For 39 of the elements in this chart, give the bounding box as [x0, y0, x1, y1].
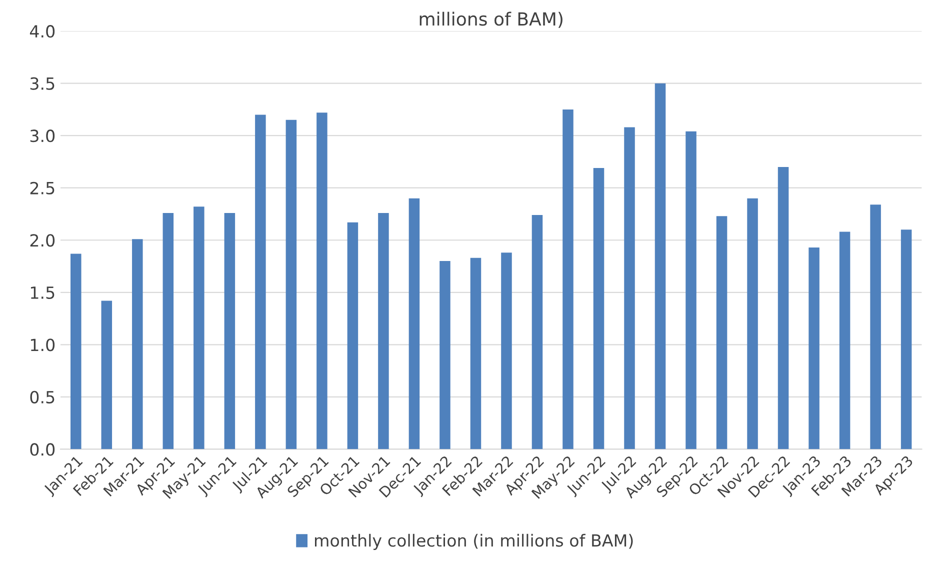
y-tick-label: 1.0: [30, 338, 55, 352]
bar: [562, 109, 574, 450]
bar: [532, 215, 543, 450]
chart-title: millions of BAM): [420, 12, 562, 28]
y-tick-label: 4.0: [30, 25, 55, 38]
bar: [316, 112, 328, 450]
y-tick-label: 3.5: [30, 77, 54, 90]
bar: [870, 204, 881, 450]
bar: [747, 198, 758, 450]
bar: [624, 127, 635, 450]
bar: [808, 247, 820, 450]
bar: [593, 168, 604, 450]
bar: [686, 131, 696, 450]
bar: [778, 166, 789, 450]
bar: [440, 261, 450, 450]
bar: [162, 212, 174, 450]
bar: [70, 254, 82, 450]
bar: [224, 212, 236, 450]
y-tick-label: 3.0: [30, 130, 55, 142]
bar: [501, 252, 512, 450]
bar: [839, 232, 850, 450]
bar: [347, 222, 358, 450]
bar: [716, 216, 728, 450]
y-tick-label: 1.5: [30, 286, 54, 299]
bar: [654, 83, 666, 450]
bar: [378, 212, 389, 450]
bar: [101, 300, 112, 450]
bar: [408, 198, 420, 450]
bar: [132, 239, 143, 450]
y-tick-label: 2.5: [30, 182, 54, 194]
y-tick-label: 0.5: [30, 390, 54, 404]
y-tick-label: 0.0: [30, 443, 55, 456]
bar: [900, 230, 912, 450]
legend-label: monthly collection (in millions of BAM): [314, 534, 633, 550]
bar: [255, 114, 266, 450]
bar: [286, 120, 297, 450]
y-tick-label: 2.0: [30, 234, 55, 247]
bar: [194, 206, 204, 450]
bar: [470, 258, 482, 450]
